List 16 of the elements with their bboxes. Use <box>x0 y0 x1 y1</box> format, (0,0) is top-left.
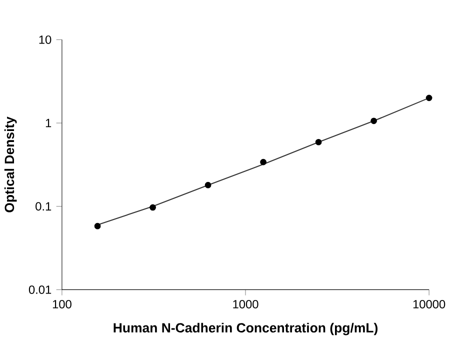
x-axis-title: Human N-Cadherin Concentration (pg/mL) <box>114 322 378 336</box>
y-tick-label: 1 <box>46 118 52 127</box>
point <box>150 204 156 211</box>
point <box>315 138 322 146</box>
point <box>370 118 377 124</box>
point <box>204 182 212 188</box>
y-tick-label: 0.1 <box>36 202 52 210</box>
point <box>426 94 432 101</box>
x-tick-label: 1000 <box>233 300 258 308</box>
y-tick-label: 0.01 <box>28 285 52 294</box>
point <box>260 158 266 166</box>
point <box>94 222 101 230</box>
x-tick-label: 100 <box>52 300 72 308</box>
y-tick-label: 10 <box>39 35 52 44</box>
x-tick-label: 10000 <box>413 300 446 308</box>
y-axis-title: Optical Density <box>4 116 17 212</box>
